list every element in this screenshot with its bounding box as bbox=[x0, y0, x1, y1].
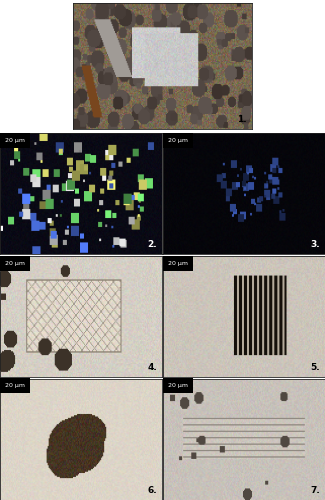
Text: 5.: 5. bbox=[310, 363, 320, 372]
Text: 4.: 4. bbox=[147, 363, 157, 372]
Text: 20 μm: 20 μm bbox=[5, 138, 25, 142]
Text: 20 μm: 20 μm bbox=[168, 138, 188, 142]
Text: 2.: 2. bbox=[147, 240, 157, 250]
Text: 20 μm: 20 μm bbox=[5, 384, 25, 388]
Text: 7.: 7. bbox=[310, 486, 320, 495]
Text: 3.: 3. bbox=[310, 240, 320, 250]
Text: 20 μm: 20 μm bbox=[5, 260, 25, 266]
Text: 20 μm: 20 μm bbox=[168, 260, 188, 266]
Text: 6.: 6. bbox=[147, 486, 157, 495]
Text: 20 μm: 20 μm bbox=[168, 384, 188, 388]
